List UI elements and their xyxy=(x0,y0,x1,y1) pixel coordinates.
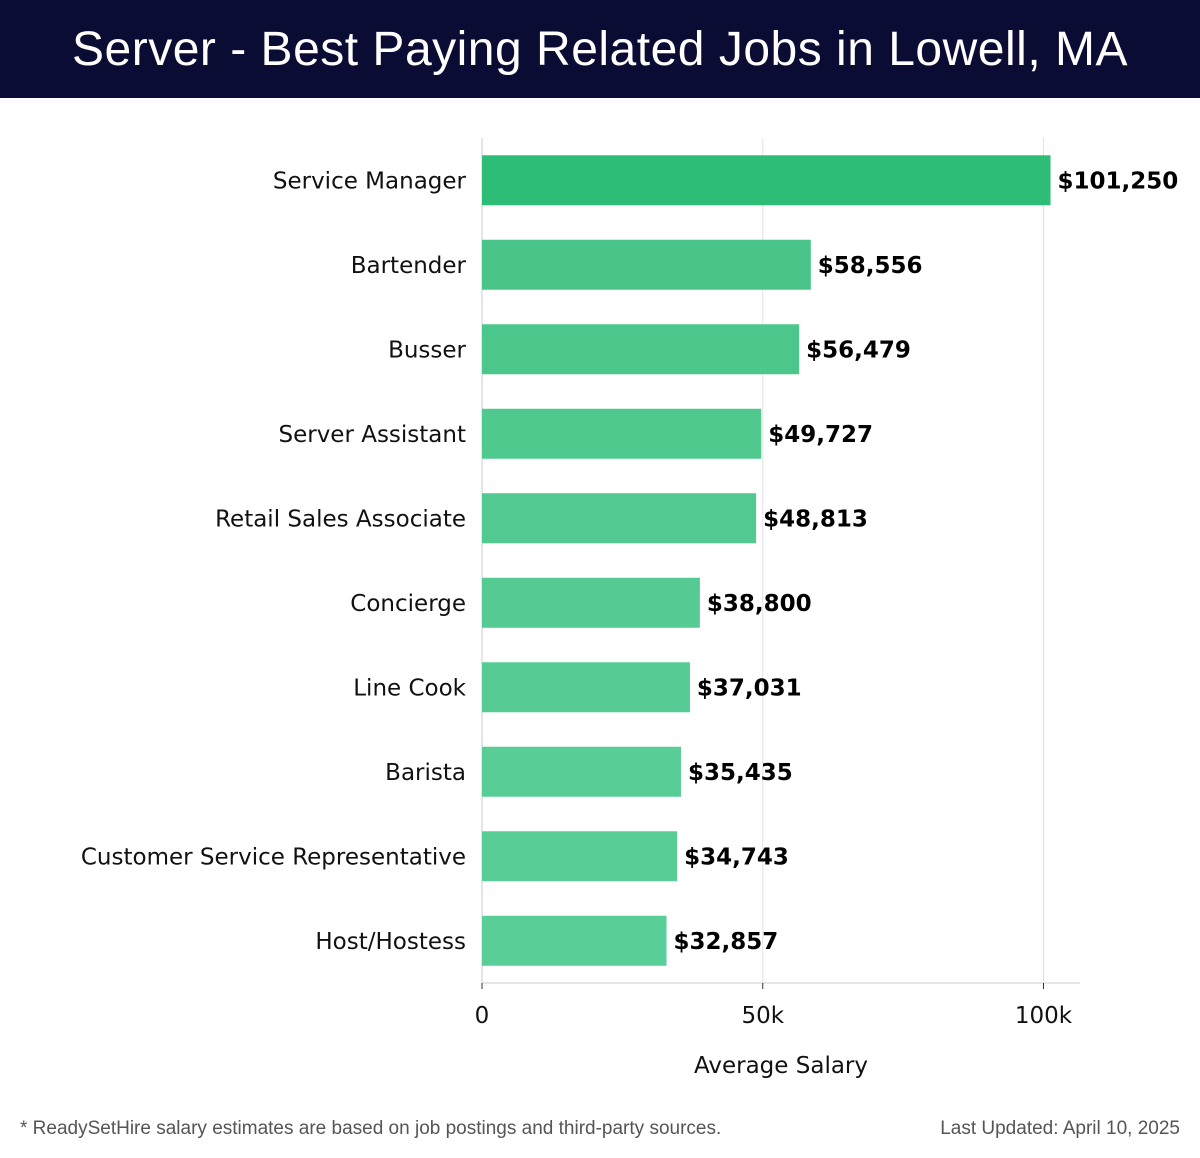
category-label: Server Assistant xyxy=(278,422,466,448)
value-label: $48,813 xyxy=(763,506,868,532)
x-tick-label: 100k xyxy=(1015,1003,1073,1029)
value-label: $34,743 xyxy=(684,844,789,870)
category-label: Bartender xyxy=(351,253,467,279)
category-label: Retail Sales Associate xyxy=(215,506,466,532)
bar xyxy=(482,155,1051,206)
category-label: Concierge xyxy=(350,591,466,617)
value-label: $32,857 xyxy=(673,929,778,955)
x-axis-label: Average Salary xyxy=(694,1053,868,1079)
last-updated: Last Updated: April 10, 2025 xyxy=(940,1118,1180,1139)
value-label: $37,031 xyxy=(697,675,802,701)
category-label: Service Manager xyxy=(273,168,467,194)
value-label: $56,479 xyxy=(806,337,911,363)
category-label: Customer Service Representative xyxy=(81,844,466,870)
value-label: $58,556 xyxy=(818,253,923,279)
x-tick-label: 0 xyxy=(475,1003,490,1029)
bar xyxy=(482,408,762,459)
bar xyxy=(482,493,757,544)
value-label: $49,727 xyxy=(768,422,873,448)
bar xyxy=(482,239,811,290)
bar xyxy=(482,831,678,882)
value-label: $38,800 xyxy=(707,591,812,617)
value-label: $101,250 xyxy=(1058,168,1179,194)
bar xyxy=(482,662,690,713)
category-label: Host/Hostess xyxy=(315,929,466,955)
x-tick-label: 50k xyxy=(741,1003,784,1029)
value-label: $35,435 xyxy=(688,760,793,786)
category-label: Line Cook xyxy=(353,675,466,701)
category-label: Barista xyxy=(385,760,466,786)
bar xyxy=(482,746,681,797)
category-label: Busser xyxy=(388,337,466,363)
chart-header: Server - Best Paying Related Jobs in Low… xyxy=(0,0,1200,98)
bar xyxy=(482,324,800,375)
chart-title: Server - Best Paying Related Jobs in Low… xyxy=(72,22,1128,76)
footnote: * ReadySetHire salary estimates are base… xyxy=(20,1118,722,1139)
bar-chart: Service Manager $101,250 Bartender $58,556 B… xyxy=(81,138,1179,1079)
bar xyxy=(482,577,700,628)
bar xyxy=(482,915,667,966)
